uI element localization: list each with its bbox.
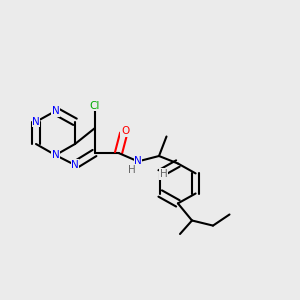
Text: N: N bbox=[52, 106, 59, 116]
Text: O: O bbox=[121, 126, 129, 136]
Text: N: N bbox=[134, 156, 142, 167]
Text: H: H bbox=[128, 165, 136, 176]
Text: N: N bbox=[71, 160, 79, 170]
Text: H: H bbox=[160, 169, 168, 179]
Text: N: N bbox=[32, 117, 40, 127]
Text: Cl: Cl bbox=[89, 100, 100, 111]
Text: N: N bbox=[52, 150, 59, 160]
